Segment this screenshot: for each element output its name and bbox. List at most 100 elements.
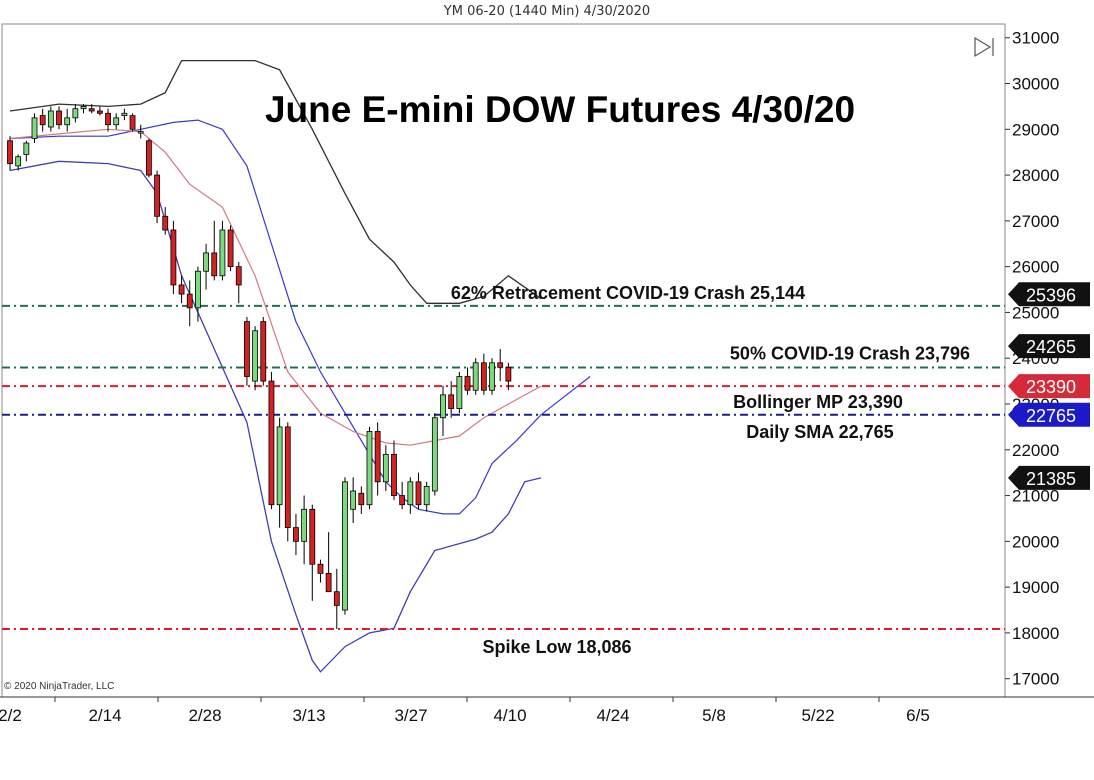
x-tick-label: 4/10 [493,706,526,725]
candle-body [342,481,348,611]
price-tag-21385: 21385 [1008,465,1090,490]
candle [440,385,446,437]
candle-body [268,380,275,506]
candle-body [415,481,422,506]
candle-body [72,108,79,119]
y-tick-label: 30000 [1012,75,1059,94]
candle [268,371,275,510]
candle-body [137,131,144,134]
level-label-sma: Daily SMA 22,765 [746,422,893,442]
candle [325,532,332,593]
candle-body [472,362,479,391]
candle [195,266,201,322]
candle-body [448,394,455,409]
candle [162,207,169,235]
level-label-low: Spike Low 18,086 [482,637,631,657]
candle [374,422,381,496]
candle [497,349,504,382]
candle [276,417,283,528]
candle-body [121,112,128,116]
candle [170,220,177,295]
candle [39,108,46,132]
candle-body [129,115,136,130]
y-tick-label: 21000 [1012,487,1059,506]
lower-bollinger-band [9,160,542,673]
candle-body [358,492,365,506]
x-tick-label: 2/2 [0,706,22,725]
candle-body [252,330,259,382]
candle-body [399,495,406,506]
candle [31,113,38,144]
x-tick-label: 3/27 [394,706,427,725]
candle [121,108,128,121]
candle [113,113,120,130]
candle-body [88,108,95,112]
candle-body [505,366,512,382]
candle [23,140,30,162]
candle [154,170,160,224]
price-tag-22765: 22765 [1008,402,1090,427]
chart-title: June E-mini DOW Futures 4/30/20 [265,89,855,130]
y-tick-label: 27000 [1012,212,1059,231]
candle [219,220,226,281]
candle [407,477,414,514]
candle-body [309,508,316,565]
candle-body [39,115,46,126]
price-tag-label: 24265 [1026,337,1076,357]
candle [235,262,242,304]
upper-bollinger-band [9,59,542,304]
candle [47,106,54,132]
candle [480,353,487,395]
candle-body [219,229,226,277]
x-tick-label: 4/24 [596,706,629,725]
copyright-text: © 2020 NinjaTrader, LLC [4,681,114,692]
x-tick-label: 2/14 [88,706,121,725]
candle-body [391,453,397,496]
candle [505,362,512,391]
candle [284,422,291,542]
candle [350,477,357,524]
candle-body [317,563,324,574]
candle [178,275,185,304]
candle [366,426,373,510]
candle [88,104,95,114]
y-tick-label: 26000 [1012,258,1059,277]
candle-body [456,376,463,409]
candle-body [145,140,152,176]
y-tick-label: 22000 [1012,441,1059,460]
candle-body [170,229,177,286]
candle-body [497,362,504,368]
x-tick-label: 3/13 [292,706,325,725]
price-tag-label: 23390 [1026,377,1076,397]
candle-body [464,376,471,391]
candle [96,106,103,116]
y-tick-label: 28000 [1012,166,1059,185]
candle-body [15,156,22,167]
candle [145,138,152,178]
candle [342,477,348,615]
candle-body [407,481,414,506]
candle-body [260,321,267,382]
candle-body [96,110,103,114]
candle-body [113,117,120,126]
chart-trader-toggle-icon[interactable] [974,36,994,58]
candle [15,154,22,171]
candle [137,124,144,139]
y-tick-label: 20000 [1012,532,1059,551]
candle [472,358,479,395]
candle [391,440,397,501]
price-tag-label: 21385 [1026,469,1076,489]
candle-body [203,252,209,272]
candle-body [7,140,13,165]
level-label-retrace: 62% Retracement COVID-19 Crash 25,144 [451,283,805,303]
y-tick-label: 18000 [1012,624,1059,643]
candle [227,225,234,272]
candle [56,106,62,130]
candle-body [154,174,160,217]
candle-body [227,229,234,268]
candle [129,113,136,132]
bollinger-midpoint-line [9,128,542,446]
y-tick-label: 19000 [1012,578,1059,597]
